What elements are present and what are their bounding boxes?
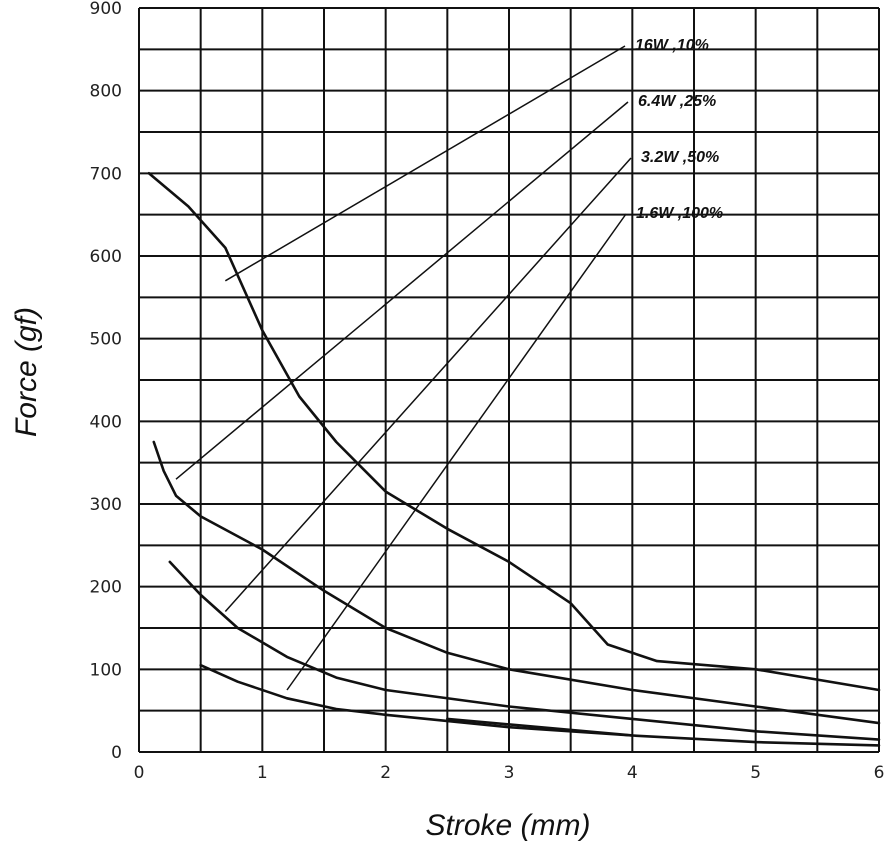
- y-tick-label: 100: [90, 660, 122, 680]
- series-leader-1: [224, 45, 626, 282]
- y-tick-label: 700: [90, 164, 122, 184]
- tick-labels: 0 1 2 3 4 5 6 0 100 200 300 400 500 600 700 800 900: [90, 0, 885, 783]
- series-leaders: 16W ,10% 6.4W ,25% 3.2W ,50% 1.6W ,100%: [175, 37, 723, 691]
- extra-line-segment: [446, 717, 634, 737]
- series-line-1: [147, 172, 881, 692]
- curves: [147, 172, 881, 747]
- series-line-2: [152, 440, 881, 725]
- series-label-1: 16W ,10%: [635, 37, 709, 54]
- y-tick-label: 400: [90, 412, 122, 432]
- x-tick-label: 2: [380, 763, 391, 783]
- series-label-4: 1.6W ,100%: [636, 205, 723, 222]
- series-line-3: [168, 560, 881, 741]
- x-tick-label: 0: [134, 763, 145, 783]
- y-tick-label: 600: [90, 247, 122, 267]
- y-tick-label: 200: [90, 578, 122, 598]
- x-tick-label: 6: [874, 763, 885, 783]
- series-label-3: 3.2W ,50%: [641, 149, 719, 166]
- x-tick-label: 3: [504, 763, 515, 783]
- series-leader-4: [286, 213, 627, 691]
- y-axis-title: Force (gf): [10, 307, 43, 437]
- y-tick-label: 900: [90, 0, 122, 19]
- y-tick-label: 500: [90, 330, 122, 350]
- series-leader-3: [224, 157, 632, 612]
- x-axis-title: Stroke (mm): [426, 809, 591, 842]
- y-tick-label: 0: [111, 743, 122, 763]
- x-tick-label: 1: [257, 763, 268, 783]
- y-tick-label: 800: [90, 82, 122, 102]
- series-leader-2: [175, 101, 629, 480]
- series-label-2: 6.4W ,25%: [638, 93, 716, 110]
- x-tick-label: 4: [627, 763, 638, 783]
- series-line-4: [199, 663, 881, 747]
- grid: [138, 7, 880, 753]
- y-tick-label: 300: [90, 495, 122, 515]
- x-tick-label: 5: [750, 763, 761, 783]
